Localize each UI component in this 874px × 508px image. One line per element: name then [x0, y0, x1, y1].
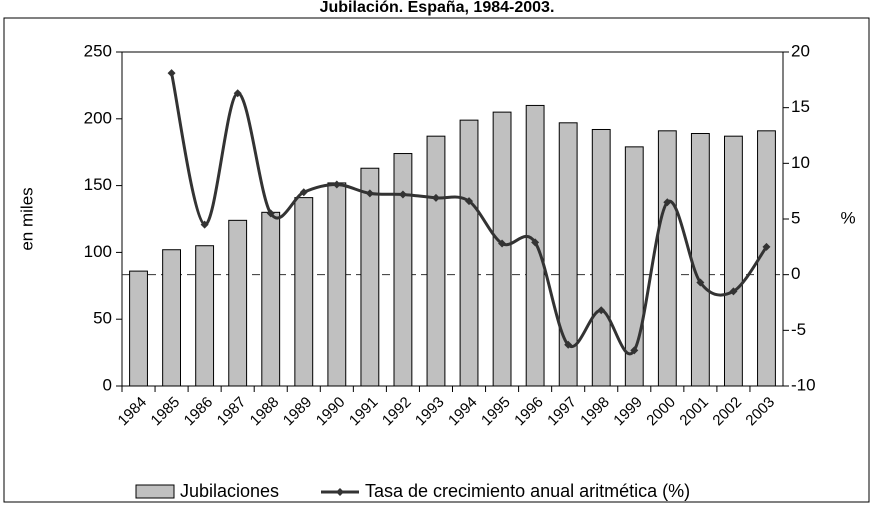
line-marker	[398, 190, 407, 199]
bar	[624, 146, 644, 387]
bar	[129, 270, 148, 387]
line-marker	[167, 69, 176, 78]
bar	[558, 122, 578, 387]
line-marker	[299, 188, 308, 197]
line-marker	[564, 340, 573, 349]
legend-marker	[336, 488, 344, 496]
y2-tick-label: 15	[791, 97, 810, 116]
line-marker	[266, 209, 275, 218]
bar	[657, 130, 677, 387]
line-marker	[696, 278, 705, 287]
bar	[459, 119, 479, 387]
y-tick-label: 100	[84, 242, 112, 261]
bar	[228, 219, 248, 387]
legend-label: Jubilaciones	[180, 481, 279, 501]
y2-tick-label: -10	[791, 375, 816, 394]
y2-tick-label: 5	[791, 208, 800, 227]
y-tick-label: 0	[103, 375, 112, 394]
line-marker	[597, 306, 606, 315]
bar	[294, 197, 314, 387]
y-tick-label: 150	[84, 175, 112, 194]
bar	[426, 135, 446, 387]
legend-label: Tasa de crecimiento anual aritmética (%)	[365, 481, 690, 501]
line-marker	[365, 189, 374, 198]
line-marker	[729, 287, 738, 296]
line-marker	[498, 239, 507, 248]
legend-swatch	[135, 484, 175, 499]
y2-tick-label: -5	[791, 320, 806, 339]
line-marker	[332, 180, 341, 189]
line-marker	[233, 89, 242, 98]
y-tick-label: 50	[93, 309, 112, 328]
y-tick-label: 250	[84, 41, 112, 60]
line-marker	[531, 238, 540, 247]
bar	[162, 249, 181, 387]
line-marker	[630, 346, 639, 355]
y-axis-label: en miles	[17, 187, 36, 250]
y-tick-label: 200	[84, 108, 112, 127]
bar	[591, 128, 611, 387]
bar	[492, 111, 512, 387]
y2-tick-label: 0	[791, 264, 800, 283]
bar	[261, 211, 281, 387]
y2-tick-label: 20	[791, 41, 810, 60]
line-marker	[465, 197, 474, 206]
bar	[690, 132, 710, 387]
bar	[195, 245, 215, 387]
line-marker	[431, 193, 440, 202]
line-marker	[762, 242, 771, 251]
line-marker	[200, 220, 209, 229]
bar	[724, 135, 743, 387]
y2-tick-label: 10	[791, 153, 810, 172]
line-marker	[663, 198, 672, 207]
bar	[327, 182, 347, 387]
bar	[360, 167, 380, 387]
y2-axis-label: %	[840, 208, 855, 227]
bar	[393, 153, 413, 387]
chart-title: Jubilación. España, 1984-2003.	[320, 0, 555, 16]
